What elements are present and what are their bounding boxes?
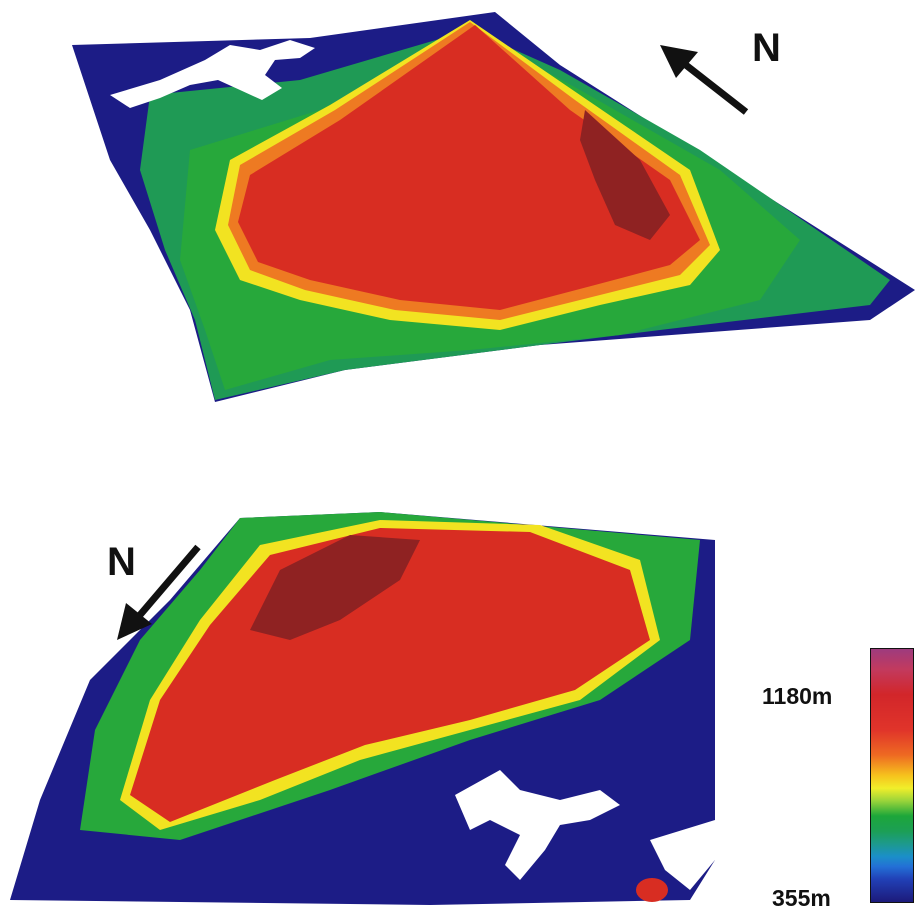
elevation-max-label: 1180m xyxy=(762,683,833,709)
upper-water-inlet xyxy=(238,60,255,82)
upper-north-label: N xyxy=(752,26,781,70)
lower-red-highland xyxy=(130,528,650,822)
upper-red-highland xyxy=(238,25,700,310)
upper-water-body xyxy=(110,40,315,108)
lower-terrain-map xyxy=(10,512,715,905)
lower-water-body xyxy=(455,770,620,880)
lower-peak-zone xyxy=(250,535,420,640)
upper-terrain-map xyxy=(72,12,915,402)
lower-small-hill xyxy=(636,878,668,902)
upper-north-arrow xyxy=(660,45,749,115)
lower-north-arrow xyxy=(117,544,201,640)
upper-peak-zone xyxy=(580,110,670,240)
lower-water-inlet xyxy=(650,820,715,890)
elevation-min-label: 355m xyxy=(772,885,831,911)
lower-north-label: N xyxy=(107,540,136,584)
elevation-colorbar xyxy=(870,648,914,903)
